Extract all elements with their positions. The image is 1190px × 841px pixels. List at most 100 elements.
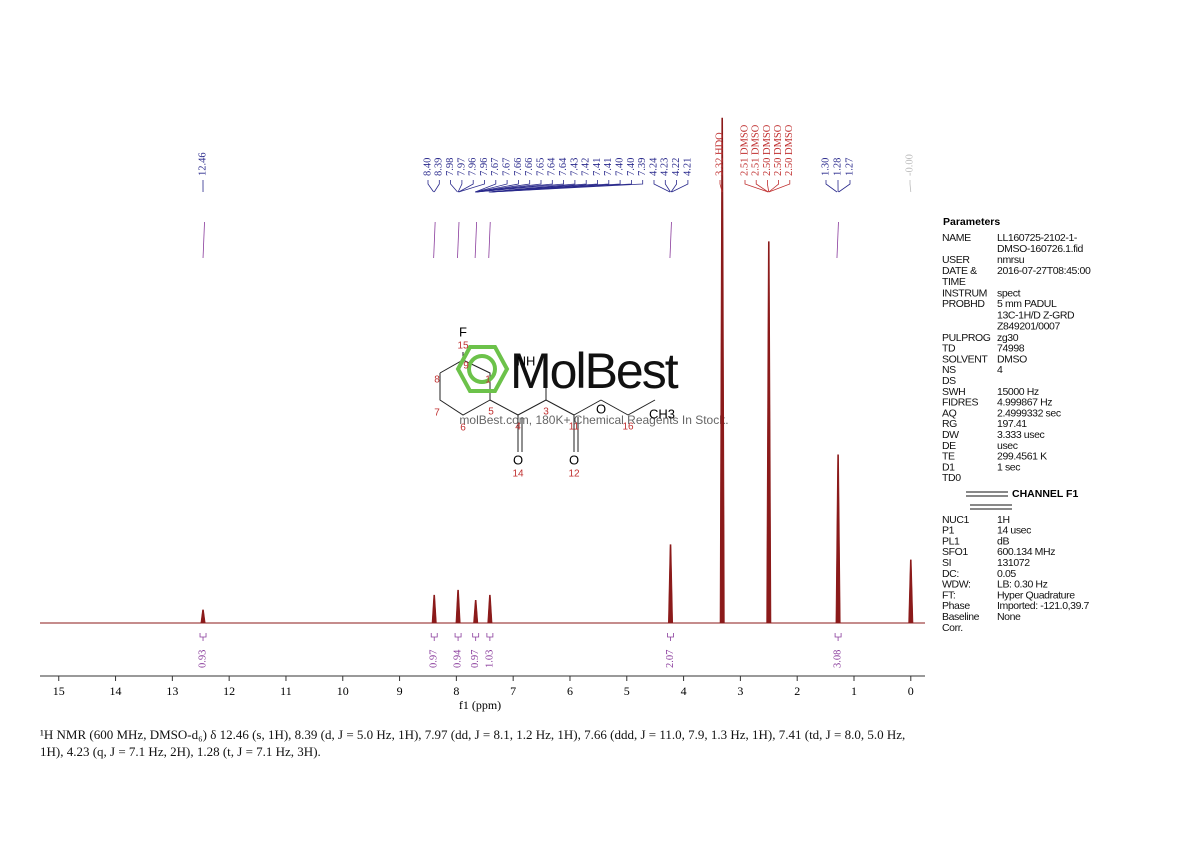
peak-label: 4.24	[648, 157, 659, 176]
param-value: Z849201/0007	[997, 321, 1060, 333]
param-value: 197.41	[997, 418, 1027, 430]
peak-connector	[475, 180, 508, 193]
integral-label: 0.97	[429, 650, 440, 668]
param-key: DATE &	[942, 265, 977, 277]
caption: ¹H NMR (600 MHz, DMSO-d₆) δ 12.46 (s, 1H…	[40, 727, 906, 759]
param-value: spect	[997, 287, 1021, 299]
peak	[487, 594, 493, 624]
peak	[908, 559, 914, 624]
peak-connector	[719, 180, 723, 193]
param-value: 2016-07-27T08:45:00	[997, 265, 1091, 277]
param-value: Imported: -121.0,39.7	[997, 600, 1090, 612]
param-value: 4	[997, 364, 1003, 376]
x-axis-label: f1 (ppm)	[459, 698, 501, 712]
peak-label: 7.41	[592, 158, 603, 176]
param-key: USER	[942, 254, 970, 266]
integral-bracket	[199, 633, 207, 641]
peak-connector	[909, 180, 912, 193]
peak-connector	[670, 180, 677, 193]
param-key: SWH	[942, 386, 965, 398]
watermark-brand: MolBest	[510, 343, 679, 399]
param-key: RG	[942, 418, 957, 430]
peak-label: 7.67	[502, 158, 513, 176]
peak-connector	[664, 180, 671, 193]
x-tick-label: 2	[794, 684, 800, 698]
peak-connector	[490, 180, 644, 193]
peak-label: 7.96	[479, 158, 490, 176]
param-key: WDW:	[942, 579, 971, 591]
param-key: TIME	[942, 276, 966, 288]
x-tick-label: 7	[510, 684, 516, 698]
atom-label: 6	[460, 423, 466, 434]
param-key: DS	[942, 375, 956, 387]
atom-label: O	[569, 452, 579, 467]
peak-connector	[475, 180, 531, 193]
peak-connector	[767, 180, 770, 193]
atom-label: 4	[515, 422, 521, 433]
peak-connector	[450, 180, 458, 193]
param-value: LL160725-2102-1-	[997, 232, 1078, 244]
peak-connector	[653, 180, 671, 193]
peak-connector	[671, 180, 689, 193]
integral-label: 3.08	[832, 650, 843, 668]
param-key: NUC1	[942, 514, 970, 526]
param-key: NS	[942, 364, 956, 376]
param-key: FT:	[942, 589, 955, 601]
watermark-tagline: molBest.com, 180K+ Chemical Reagents In …	[459, 413, 728, 427]
peak-label: 7.97	[456, 158, 467, 176]
param-value: 131072	[997, 557, 1030, 569]
x-tick-label: 10	[337, 684, 349, 698]
peak	[473, 599, 479, 624]
param-key: DE	[942, 440, 956, 452]
peak	[835, 454, 841, 624]
param-value: DMSO	[997, 353, 1027, 365]
param-key: PULPROG	[942, 332, 991, 344]
peak	[431, 594, 437, 624]
x-tick-label: 1	[851, 684, 857, 698]
integral-bracket	[667, 633, 674, 641]
x-tick-label: 12	[223, 684, 235, 698]
x-tick-label: 6	[567, 684, 573, 698]
x-tick-label: 13	[166, 684, 178, 698]
atom-label: F	[459, 324, 467, 339]
peak-label: 4.21	[682, 158, 693, 176]
param-value: 1H	[997, 514, 1010, 526]
peak-label: 7.64	[547, 157, 558, 176]
peak-label: 2.50 DMSO	[784, 124, 795, 176]
param-key: AQ	[942, 407, 957, 419]
x-tick-label: 8	[453, 684, 459, 698]
peak-label: 1.28	[832, 158, 843, 176]
peak	[455, 589, 461, 624]
peak-label: 1.30	[820, 158, 831, 176]
param-value: 13C-1H/D Z-GRD	[997, 309, 1075, 321]
peak-label: 1.27	[844, 158, 855, 176]
peak-pointer	[433, 221, 436, 259]
peak-connector	[458, 180, 474, 193]
param-value: LB: 0.30 Hz	[997, 579, 1048, 591]
param-value: 14 usec	[997, 525, 1031, 537]
x-tick-label: 3	[737, 684, 743, 698]
atom-label: 12	[568, 469, 580, 480]
param-key: DW	[942, 429, 959, 441]
integral-bracket	[430, 633, 438, 641]
peak-label: 7.40	[626, 158, 637, 176]
peak	[668, 544, 674, 624]
x-tick-label: 0	[908, 684, 914, 698]
integral-label: 0.93	[197, 650, 208, 668]
x-tick-label: 4	[681, 684, 687, 698]
peak-label: 2.50 DMSO	[773, 124, 784, 176]
peak-label: 7.67	[490, 158, 501, 176]
param-key: Corr.	[942, 622, 963, 634]
integral-label: 0.97	[470, 650, 481, 668]
integral-bracket	[454, 633, 462, 641]
param-value: usec	[997, 440, 1018, 452]
param-value: Hyper Quadrature	[997, 589, 1075, 601]
peak-connector	[744, 180, 769, 193]
param-key: Phase	[942, 600, 970, 612]
integral-bracket	[472, 633, 480, 641]
x-tick-label: 15	[53, 684, 65, 698]
param-value: DMSO-160726.1.fid	[997, 243, 1084, 255]
peak-pointer	[836, 221, 839, 259]
peak-connector	[825, 180, 838, 193]
